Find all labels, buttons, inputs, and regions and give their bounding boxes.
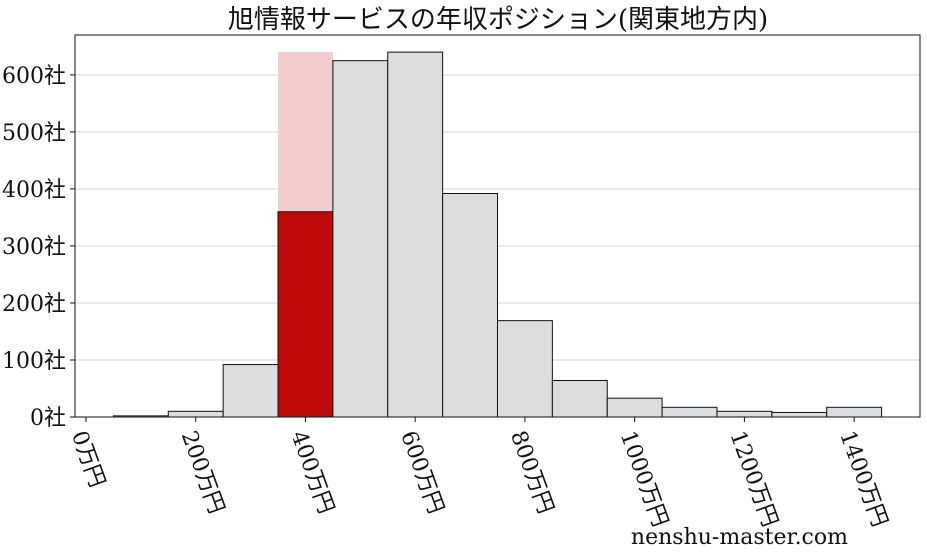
histogram-bar	[387, 51, 444, 418]
x-axis-ticks: 0万円 200万円 400万円 600万円 800万円 1000万円 1200万円 1400万…	[66, 417, 892, 530]
histogram-bar	[771, 411, 828, 418]
chart-title: 旭情報サービスの年収ポジション(関東地方内)	[228, 5, 768, 35]
y-tick-label: 400社	[2, 178, 66, 203]
y-tick-label: 100社	[2, 349, 66, 374]
x-tick-label: 800万円	[505, 428, 558, 517]
histogram-bar	[826, 406, 883, 418]
histogram-bar	[497, 320, 553, 418]
y-tick-label: 200社	[2, 292, 66, 317]
histogram-bar	[222, 364, 279, 418]
x-tick-label: 1400万円	[834, 428, 892, 531]
x-tick-label: 1000万円	[615, 428, 673, 531]
x-tick-label: 0万円	[66, 428, 109, 491]
y-axis-ticks: 0社 100社 200社 300社 400社 500社 600社	[2, 64, 75, 431]
y-tick-label: 500社	[2, 121, 66, 146]
plot-frame	[74, 34, 921, 418]
histogram-bar	[606, 397, 663, 418]
y-tick-label: 0社	[30, 406, 66, 431]
histogram-bar	[661, 406, 718, 418]
y-tick-label: 300社	[2, 235, 66, 260]
x-tick-label: 1200万円	[724, 428, 782, 531]
watermark: nenshu-master.com	[631, 525, 848, 550]
x-tick-label: 200万円	[176, 428, 229, 517]
histogram-bar	[167, 410, 224, 418]
histogram-bar	[716, 410, 773, 418]
highlight-bar	[277, 211, 334, 418]
histogram-bar	[442, 193, 499, 418]
histogram-bar	[332, 60, 389, 418]
x-tick-label: 400万円	[286, 428, 339, 517]
y-tick-label: 600社	[2, 64, 66, 89]
histogram-bar	[551, 380, 608, 418]
bars	[112, 51, 883, 418]
x-tick-label: 600万円	[395, 428, 448, 517]
